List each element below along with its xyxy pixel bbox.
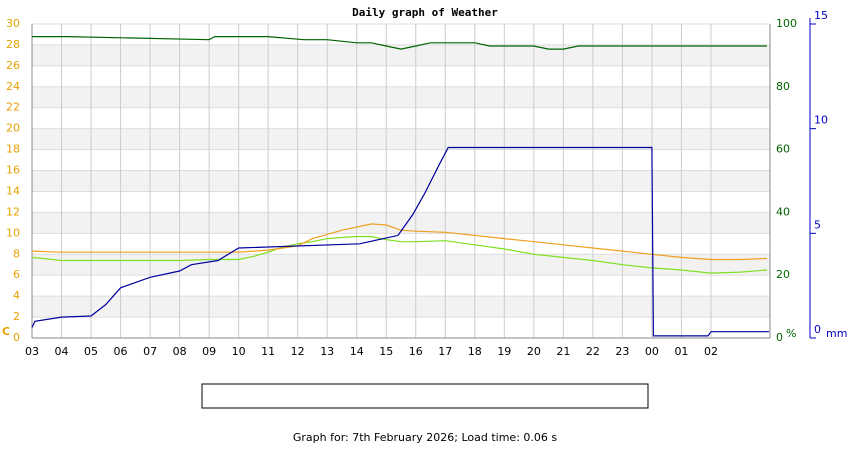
x-tick-label: 03 bbox=[25, 345, 39, 358]
y-tick-label: 16 bbox=[6, 164, 20, 177]
y-tick-label: 28 bbox=[6, 38, 20, 51]
x-tick-label: 14 bbox=[350, 345, 364, 358]
y2-tick-label: 0 bbox=[776, 331, 783, 344]
x-tick-label: 05 bbox=[84, 345, 98, 358]
y3-tick-label: 10 bbox=[814, 114, 828, 127]
grid-band bbox=[32, 44, 770, 66]
x-tick-label: 02 bbox=[704, 345, 718, 358]
y-tick-label: 8 bbox=[13, 247, 20, 260]
x-tick-label: 07 bbox=[143, 345, 157, 358]
series-line bbox=[31, 146, 770, 337]
series-line bbox=[31, 235, 768, 274]
x-tick-label: 20 bbox=[527, 345, 541, 358]
x-tick-label: 01 bbox=[674, 345, 688, 358]
y3-unit: mm bbox=[826, 327, 847, 340]
x-tick-label: 08 bbox=[173, 345, 187, 358]
y2-unit: % bbox=[786, 327, 796, 340]
y-tick-label: 14 bbox=[6, 184, 20, 197]
x-tick-label: 06 bbox=[114, 345, 128, 358]
x-tick-label: 11 bbox=[261, 345, 275, 358]
x-tick-label: 09 bbox=[202, 345, 216, 358]
series-line bbox=[31, 223, 768, 261]
y-tick-label: 20 bbox=[6, 122, 20, 135]
x-tick-label: 15 bbox=[379, 345, 393, 358]
grid-band bbox=[32, 254, 770, 276]
y-tick-label: 2 bbox=[13, 310, 20, 323]
y-tick-label: 18 bbox=[6, 143, 20, 156]
y2-tick-label: 60 bbox=[776, 143, 790, 156]
grid-band bbox=[32, 212, 770, 234]
y-tick-label: 6 bbox=[13, 268, 20, 281]
y-tick-label: 4 bbox=[13, 289, 20, 302]
x-tick-label: 00 bbox=[645, 345, 659, 358]
grid-band bbox=[32, 86, 770, 108]
y-tick-label: 12 bbox=[6, 205, 20, 218]
y3-tick-label: 0 bbox=[814, 323, 821, 336]
y2-tick-label: 100 bbox=[776, 17, 797, 30]
grid-band bbox=[32, 128, 770, 150]
y3-tick-label: 15 bbox=[814, 9, 828, 22]
y-tick-label: 24 bbox=[6, 80, 20, 93]
x-tick-label: 23 bbox=[615, 345, 629, 358]
y2-tick-label: 80 bbox=[776, 80, 790, 93]
x-tick-label: 18 bbox=[468, 345, 482, 358]
y2-tick-label: 20 bbox=[776, 268, 790, 281]
grid-band bbox=[32, 296, 770, 318]
grid-band bbox=[32, 170, 770, 192]
x-tick-label: 17 bbox=[438, 345, 452, 358]
x-tick-label: 16 bbox=[409, 345, 423, 358]
x-tick-label: 04 bbox=[55, 345, 69, 358]
series-line bbox=[32, 36, 767, 50]
y-tick-label: 0 bbox=[13, 331, 20, 344]
x-tick-label: 19 bbox=[497, 345, 511, 358]
x-tick-label: 22 bbox=[586, 345, 600, 358]
y-tick-label: 22 bbox=[6, 101, 20, 114]
y-tick-label: 26 bbox=[6, 59, 20, 72]
footer: Graph for: 7th February 2026; Load time:… bbox=[293, 431, 558, 444]
y3-tick-label: 5 bbox=[814, 218, 821, 231]
x-tick-label: 10 bbox=[232, 345, 246, 358]
y-unit: C bbox=[2, 325, 10, 338]
y-tick-label: 30 bbox=[6, 17, 20, 30]
x-tick-label: 12 bbox=[291, 345, 305, 358]
y-tick-label: 10 bbox=[6, 226, 20, 239]
legend-box bbox=[201, 383, 649, 409]
chart-title: Daily graph of Weather bbox=[352, 6, 498, 19]
x-tick-label: 21 bbox=[556, 345, 570, 358]
x-tick-label: 13 bbox=[320, 345, 334, 358]
y2-tick-label: 40 bbox=[776, 205, 790, 218]
